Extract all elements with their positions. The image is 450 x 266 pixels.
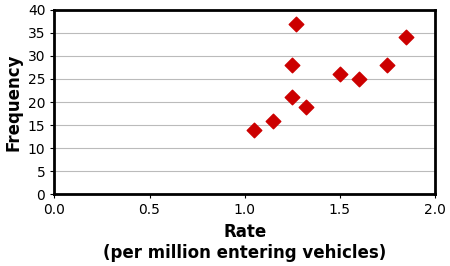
X-axis label: Rate
(per million entering vehicles): Rate (per million entering vehicles) [103, 223, 386, 262]
Point [302, 105, 309, 109]
Point [403, 35, 410, 40]
Y-axis label: Frequency: Frequency [4, 53, 22, 151]
Point [384, 63, 391, 67]
Point [288, 95, 296, 99]
Point [251, 128, 258, 132]
Point [355, 77, 362, 81]
Point [270, 118, 277, 123]
Point [288, 63, 296, 67]
Point [292, 21, 300, 26]
Point [336, 72, 343, 76]
